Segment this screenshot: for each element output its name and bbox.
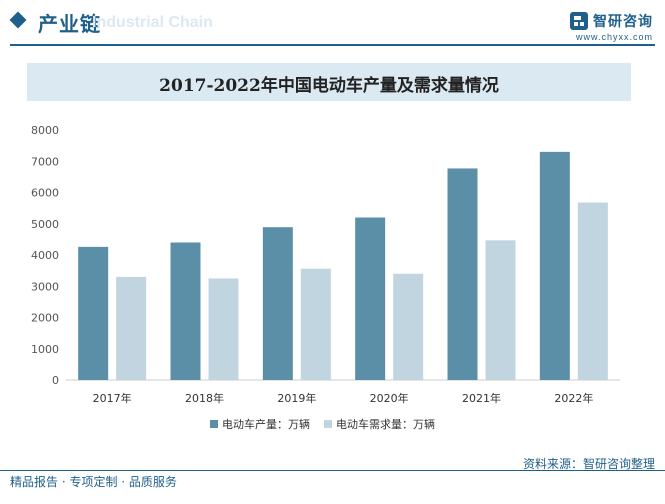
bar-chart: 0 1000 2000 3000 4000 5000 6000 7000 8000 2017年 20…: [31, 124, 620, 431]
source-note: 资料来源：智研咨询整理: [522, 457, 655, 471]
bar-demand: [208, 278, 239, 380]
section-title: 产业链: [38, 12, 101, 36]
x-tick-label: 2020年: [370, 391, 409, 405]
brand-name: 智研咨询: [593, 13, 653, 30]
y-tick-label: 4000: [31, 249, 59, 262]
x-tick-label: 2022年: [554, 391, 593, 405]
legend-label: 电动车需求量：万辆: [336, 417, 435, 431]
y-tick-label: 2000: [31, 312, 59, 325]
diamond-icon: [9, 11, 27, 29]
chart-title: 2017-2022年中国电动车产量及需求量情况: [159, 76, 499, 96]
footer-slogan: 精品报告 · 专项定制 · 品质服务: [10, 475, 177, 489]
y-tick-label: 8000: [31, 124, 59, 137]
y-tick-label: 6000: [31, 187, 59, 200]
bar-production: [262, 227, 293, 380]
header-divider: [10, 44, 655, 46]
y-tick-label: 5000: [31, 218, 59, 231]
y-tick-label: 1000: [31, 343, 59, 356]
legend-label: 电动车产量：万辆: [222, 417, 310, 431]
legend-swatch: [324, 420, 332, 428]
bar-demand: [116, 276, 147, 380]
bar-production: [539, 151, 570, 380]
brand: 智研咨询 www.chyxx.com: [569, 10, 653, 42]
x-tick-label: 2019年: [277, 391, 316, 405]
bar-demand: [485, 240, 516, 380]
bar-demand: [300, 268, 331, 380]
page-header: 产业链 Industrial Chain 智研咨询 www.chyxx.com: [0, 0, 665, 46]
bar-production: [447, 168, 478, 380]
y-tick-label: 3000: [31, 280, 59, 293]
bar-production: [78, 246, 109, 380]
bar-production: [355, 217, 386, 380]
bar-demand: [577, 202, 608, 380]
chart-title-box: 2017-2022年中国电动车产量及需求量情况: [27, 63, 631, 101]
footer-divider: [0, 470, 665, 471]
legend-swatch: [210, 420, 218, 428]
x-tick-label: 2017年: [93, 391, 132, 405]
logo-icon: [570, 11, 588, 30]
bar-production: [170, 242, 201, 380]
section-subtitle-en: Industrial Chain: [92, 14, 213, 31]
brand-url: www.chyxx.com: [575, 31, 653, 42]
y-tick-label: 7000: [31, 155, 59, 168]
x-tick-label: 2021年: [462, 391, 501, 405]
x-tick-label: 2018年: [185, 391, 224, 405]
y-tick-label: 0: [52, 374, 59, 387]
bar-demand: [393, 273, 424, 380]
